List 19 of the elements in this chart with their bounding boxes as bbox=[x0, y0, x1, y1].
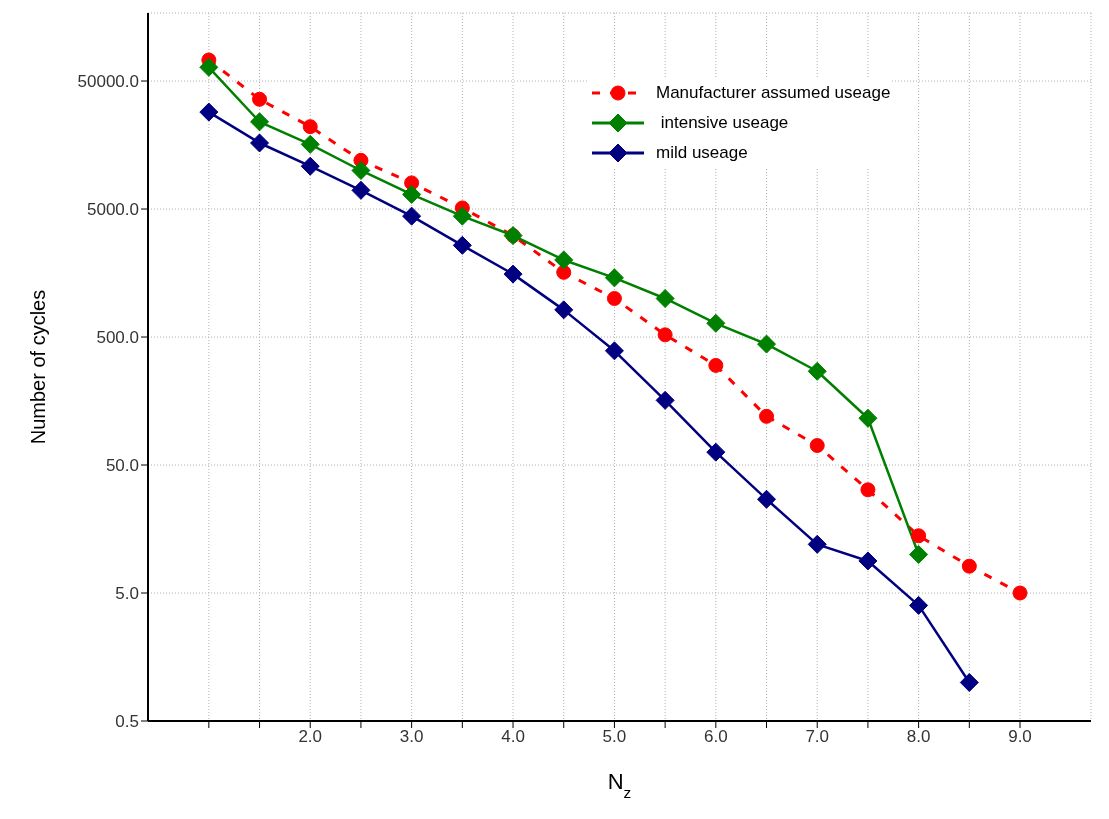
y-tick-label: 5.0 bbox=[115, 584, 139, 604]
y-tick-label: 50.0 bbox=[105, 456, 139, 476]
x-tick-label: 5.0 bbox=[602, 727, 627, 747]
x-tick-label: 9.0 bbox=[1008, 727, 1032, 747]
x-tick-label: 7.0 bbox=[805, 727, 830, 747]
x-tick-label: 3.0 bbox=[399, 727, 424, 747]
y-axis-title: Number of cycles bbox=[27, 289, 50, 445]
y-tick-label: 500.0 bbox=[96, 328, 139, 348]
y-tick-label: 50000.0 bbox=[77, 72, 139, 92]
x-tick-label: 2.0 bbox=[298, 727, 323, 747]
legend-label: Manufacturer assumed useage bbox=[656, 83, 891, 103]
legend-label: intensive useage bbox=[659, 113, 789, 133]
legend-label: mild useage bbox=[656, 143, 748, 163]
x-tick-label: 6.0 bbox=[704, 727, 728, 747]
y-tick-label: 5000.0 bbox=[87, 200, 139, 220]
x-tick-label: 4.0 bbox=[501, 727, 525, 747]
y-tick-label: 0.5 bbox=[115, 712, 139, 732]
x-axis-title: N$_{z}$ bbox=[607, 769, 632, 801]
x-tick-label: 8.0 bbox=[906, 727, 931, 747]
